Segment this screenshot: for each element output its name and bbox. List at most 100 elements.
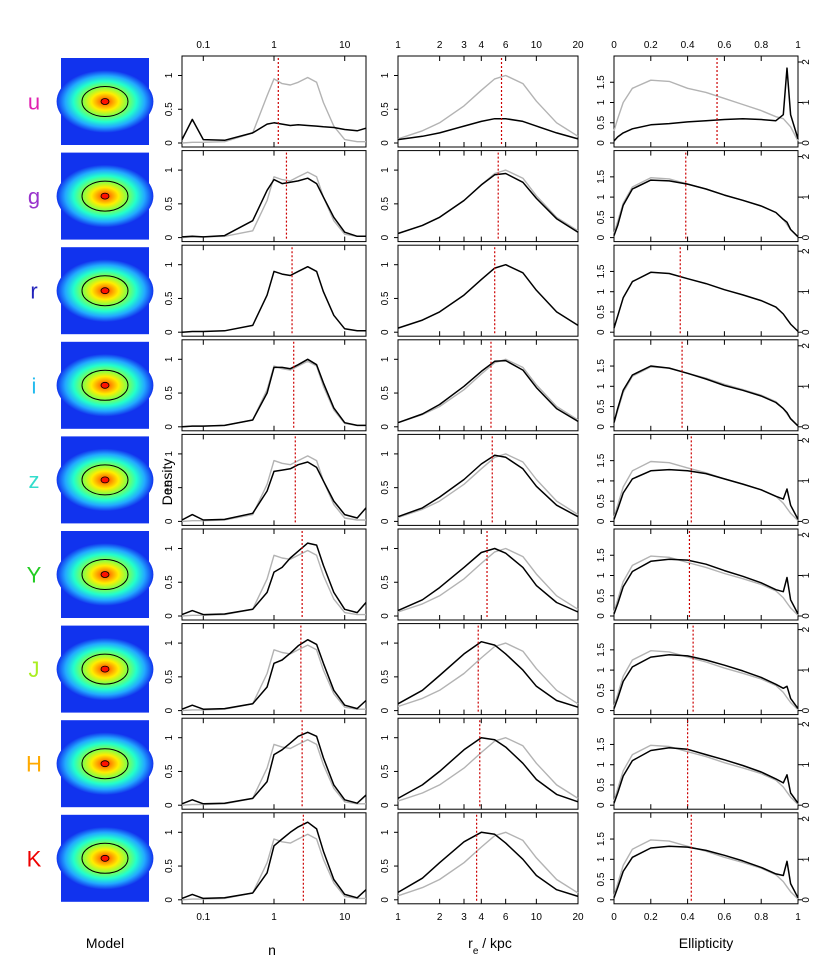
panel-ellipticity-K: 0 0.5 1 1.5 0 1 2	[596, 812, 812, 905]
y-tick-label: 0	[380, 424, 391, 430]
y-tick-label: 0.5	[596, 115, 607, 129]
column-label-re: re / kpc	[468, 935, 512, 957]
y-tick-label: 0	[164, 234, 175, 240]
bottom-x-tick-label: 4	[479, 912, 485, 923]
y-tick-label: 1.5	[596, 169, 607, 183]
y2-tick-label: 1	[801, 288, 812, 294]
y-tick-label: 0.5	[380, 291, 391, 305]
y2-tick-label: 2	[801, 816, 812, 822]
top-x-tick-label: 1	[395, 40, 401, 51]
panel-n-i: 00.51	[164, 339, 367, 432]
column-label-n: n	[268, 942, 276, 958]
y-tick-label: 1	[380, 451, 391, 457]
top-x-tick-label: 3	[461, 40, 467, 51]
y2-tick-label: 1	[801, 383, 812, 389]
y-tick-label: 1	[380, 72, 391, 78]
bottom-x-tick-label: 0.4	[681, 912, 695, 923]
band-curve	[613, 179, 799, 238]
y-tick-label: 0.5	[380, 102, 391, 116]
band-label-H: H	[26, 752, 42, 777]
y-tick-label: 0.5	[596, 872, 607, 886]
y-tick-label: 0.5	[380, 386, 391, 400]
band-curve	[397, 117, 579, 141]
band-curve	[613, 365, 799, 427]
band-curve	[397, 640, 579, 708]
panel-ellipticity-r: 0 0.5 1 1.5 0 1 2	[596, 244, 812, 337]
model-thumb-contour	[81, 464, 129, 496]
panel-frame	[397, 812, 579, 905]
y-tick-label: 1.5	[596, 642, 607, 656]
band-curve	[397, 547, 579, 613]
y-tick-label: 1	[164, 167, 175, 173]
y2-tick-label: 0	[801, 613, 812, 619]
y-tick-label: 0	[164, 613, 175, 619]
top-x-tick-label: 0.6	[717, 40, 731, 51]
column-label-re-unit: / kpc	[478, 935, 511, 951]
panel-frame	[613, 717, 799, 810]
reference-curve	[613, 79, 799, 142]
band-curve	[181, 821, 367, 900]
y-tick-label: 1.5	[596, 264, 607, 278]
y-tick-label: 1	[380, 829, 391, 835]
y-tick-label: 0.5	[164, 102, 175, 116]
y-tick-label: 0.5	[380, 480, 391, 494]
y-tick-label: 0	[164, 897, 175, 903]
y2-tick-label: 1	[801, 99, 812, 105]
panel-frame	[397, 717, 579, 810]
band-curve	[613, 468, 799, 520]
top-x-tick-label: 0.1	[196, 40, 210, 51]
bottom-x-tick-label: 20	[572, 912, 584, 923]
panel-n-u: 00.51	[164, 55, 367, 148]
y-tick-label: 1	[596, 478, 607, 484]
panel-frame	[181, 812, 367, 905]
y-tick-label: 0.5	[164, 196, 175, 210]
y-tick-label: 0.5	[596, 778, 607, 792]
y-tick-label: 1	[380, 167, 391, 173]
bottom-x-tick-label: 10	[531, 912, 543, 923]
bottom-x-tick-label: 0	[611, 912, 617, 923]
top-x-tick-label: 20	[572, 40, 584, 51]
panel-n-J: 00.51	[164, 623, 367, 716]
y-tick-label: 0	[596, 140, 607, 146]
top-x-tick-label: 0	[611, 40, 617, 51]
y-tick-label: 0	[380, 518, 391, 524]
reference-curve	[613, 744, 799, 805]
panel-frame	[397, 55, 579, 148]
reference-curve	[613, 555, 799, 616]
y-tick-label: 0	[164, 329, 175, 335]
panel-frame	[613, 623, 799, 716]
y-tick-label: 1	[164, 545, 175, 551]
band-label-u: u	[28, 90, 40, 115]
reference-curve	[613, 650, 799, 711]
bottom-x-tick-label: 0.2	[644, 912, 658, 923]
y2-tick-label: 2	[801, 59, 812, 65]
model-thumb-contour	[81, 369, 129, 401]
y-tick-label: 0.5	[596, 683, 607, 697]
y-tick-label: 1	[164, 640, 175, 646]
y2-tick-label: 0	[801, 424, 812, 430]
y-tick-label: 1	[380, 356, 391, 362]
y-tick-label: 0.5	[164, 764, 175, 778]
panel-re-H: 00.51	[380, 717, 579, 810]
panel-frame	[613, 150, 799, 243]
panel-n-K: 00.51	[164, 812, 367, 905]
top-x-tick-label: 10	[339, 40, 351, 51]
model-thumb-core	[100, 287, 110, 295]
band-label-z: z	[29, 468, 40, 493]
model-thumb-core	[100, 760, 110, 768]
y-tick-label: 1	[164, 734, 175, 740]
model-thumb-core	[100, 476, 110, 484]
y-tick-label: 0.5	[380, 669, 391, 683]
panel-frame	[613, 528, 799, 621]
band-curve	[181, 118, 367, 142]
y2-tick-label: 0	[801, 329, 812, 335]
y-tick-label: 0.5	[596, 399, 607, 413]
y-tick-label: 0.5	[164, 480, 175, 494]
panel-frame	[181, 717, 367, 810]
y-tick-label: 0	[380, 897, 391, 903]
bottom-x-tick-label: 2	[437, 912, 443, 923]
